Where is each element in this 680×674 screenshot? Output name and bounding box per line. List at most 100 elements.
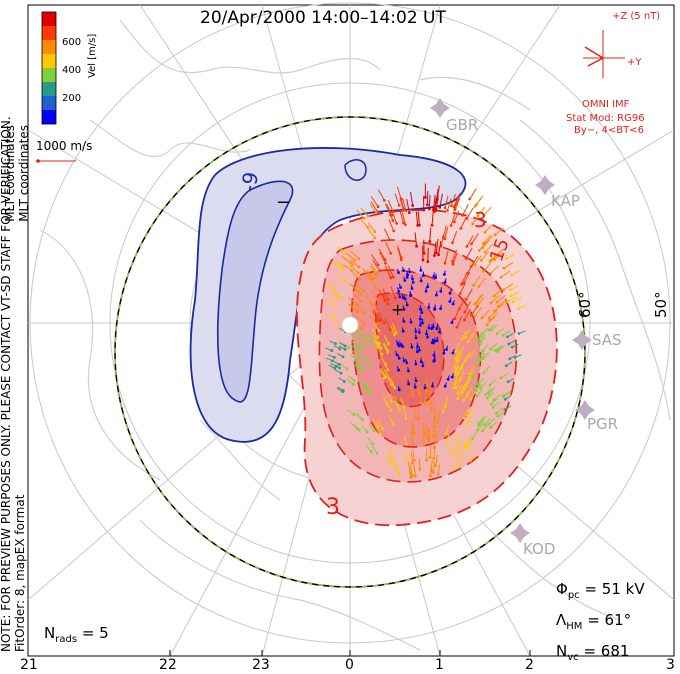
velocity-vector-origin (413, 474, 417, 478)
contour-label-neg: -9 (236, 170, 264, 194)
velocity-vector-origin (401, 208, 405, 212)
velocity-vector-origin (495, 332, 499, 336)
velocity-vector (387, 199, 394, 212)
velocity-vector-origin (431, 470, 435, 474)
velocity-vector (439, 193, 443, 208)
velocity-vector-origin (504, 257, 508, 261)
velocity-vector (469, 188, 477, 200)
velocity-vector (390, 286, 396, 299)
station-marker-sas (572, 330, 592, 350)
velocity-vector-origin (501, 334, 505, 337)
imf-condition: By−, 4<BT<6 (574, 125, 644, 136)
geographic-pole (341, 316, 359, 334)
velocity-vector-origin (462, 398, 466, 402)
lat-label-50: 50° (652, 291, 670, 318)
velocity-vector-origin (398, 408, 402, 412)
velocity-vector (380, 368, 386, 377)
velocity-vector-origin (495, 411, 498, 415)
velocity-vector-origin (434, 464, 438, 468)
velocity-vector-origin (343, 348, 347, 351)
contour-label-pos-bottom: 3 (326, 495, 340, 520)
velocity-vector (412, 422, 415, 434)
velocity-vector-origin (431, 434, 435, 438)
velocity-vector (453, 210, 460, 223)
phi-symbol: Φ (556, 580, 568, 598)
velocity-vector-origin (438, 205, 442, 209)
velocity-vector (462, 203, 469, 216)
velocity-vector-origin (397, 289, 401, 293)
velocity-vector (484, 223, 493, 233)
velocity-vector-origin (438, 330, 441, 334)
velocity-vector-origin (434, 440, 437, 443)
velocity-vector-origin (516, 307, 520, 311)
velocity-vector (395, 464, 400, 475)
velocity-vector (478, 241, 487, 251)
velocity-vector-origin (508, 357, 512, 361)
velocity-vector (482, 239, 491, 249)
velocity-vector-origin (421, 258, 425, 262)
velocity-vector (459, 282, 467, 294)
velocity-vector-origin (397, 472, 401, 476)
cross-polar-potential: Φpc = 51 kV (556, 582, 645, 601)
velocity-vector (429, 381, 432, 393)
velocity-vector-origin (414, 379, 418, 383)
velocity-vector-origin (391, 219, 395, 222)
mlt-tick-2: 2 (525, 657, 534, 673)
fit-order-note: FitOrder: 8, mapEX format (13, 494, 27, 652)
velocity-vector-origin (477, 421, 481, 425)
velocity-vector-origin (451, 260, 454, 263)
velocity-vector (370, 196, 379, 207)
velocity-vector (385, 241, 392, 254)
velocity-vector-origin (459, 227, 463, 230)
velocity-vector-origin (488, 383, 492, 387)
velocity-vector-origin (373, 236, 377, 240)
velocity-vector (410, 422, 414, 434)
velocity-vector (374, 425, 381, 435)
velocity-vector-origin (343, 344, 347, 348)
velocity-vector-origin (399, 197, 403, 201)
velocity-vector-origin (465, 414, 469, 417)
velocity-vector-origin (435, 197, 439, 201)
velocity-vector (458, 448, 464, 459)
velocity-vector-origin (331, 359, 334, 363)
velocity-vector-origin (334, 342, 337, 346)
velocity-vector-origin (513, 356, 517, 359)
velocity-vector-origin (432, 353, 436, 357)
velocity-vector (383, 334, 389, 344)
velocity-vector-origin (333, 366, 337, 370)
velocity-vector-origin (443, 261, 447, 265)
velocity-vector-origin (355, 302, 358, 306)
nvc-subscript: vc (567, 652, 579, 663)
velocity-vector-origin (489, 271, 492, 275)
velocity-vector (378, 289, 386, 301)
velocity-vector (483, 262, 492, 272)
velocity-vector-origin (411, 204, 415, 207)
velocity-vector-origin (398, 295, 402, 299)
velocity-vector (512, 297, 522, 303)
lambda-subscript: HM (566, 621, 583, 632)
velocity-vector (507, 296, 517, 302)
velocity-vector-origin (362, 289, 365, 293)
velocity-vector-origin (431, 325, 435, 329)
velocity-vector-origin (496, 414, 500, 418)
velocity-vector-origin (506, 380, 510, 384)
velocity-vector (469, 365, 476, 374)
velocity-vector-origin (357, 265, 361, 269)
velocity-vector (356, 304, 365, 314)
velocity-vector (372, 259, 381, 271)
velocity-vector-origin (477, 356, 480, 360)
velocity-vector-origin (436, 472, 440, 476)
station-label-kap: KAP (551, 192, 580, 210)
velocity-vector (444, 250, 449, 264)
station-marker-gbr (430, 98, 450, 118)
velocity-vector (473, 275, 481, 286)
velocity-vector-origin (424, 289, 428, 293)
velocity-vector-origin (362, 216, 366, 220)
velocity-vector-origin (376, 335, 380, 339)
velocity-vector-origin (435, 293, 438, 297)
velocity-vector-origin (467, 376, 471, 380)
velocity-vector-origin (478, 334, 482, 338)
nrads-symbol: N (44, 624, 56, 642)
velocity-vector-origin (399, 286, 402, 289)
velocity-vector-origin (423, 386, 427, 390)
